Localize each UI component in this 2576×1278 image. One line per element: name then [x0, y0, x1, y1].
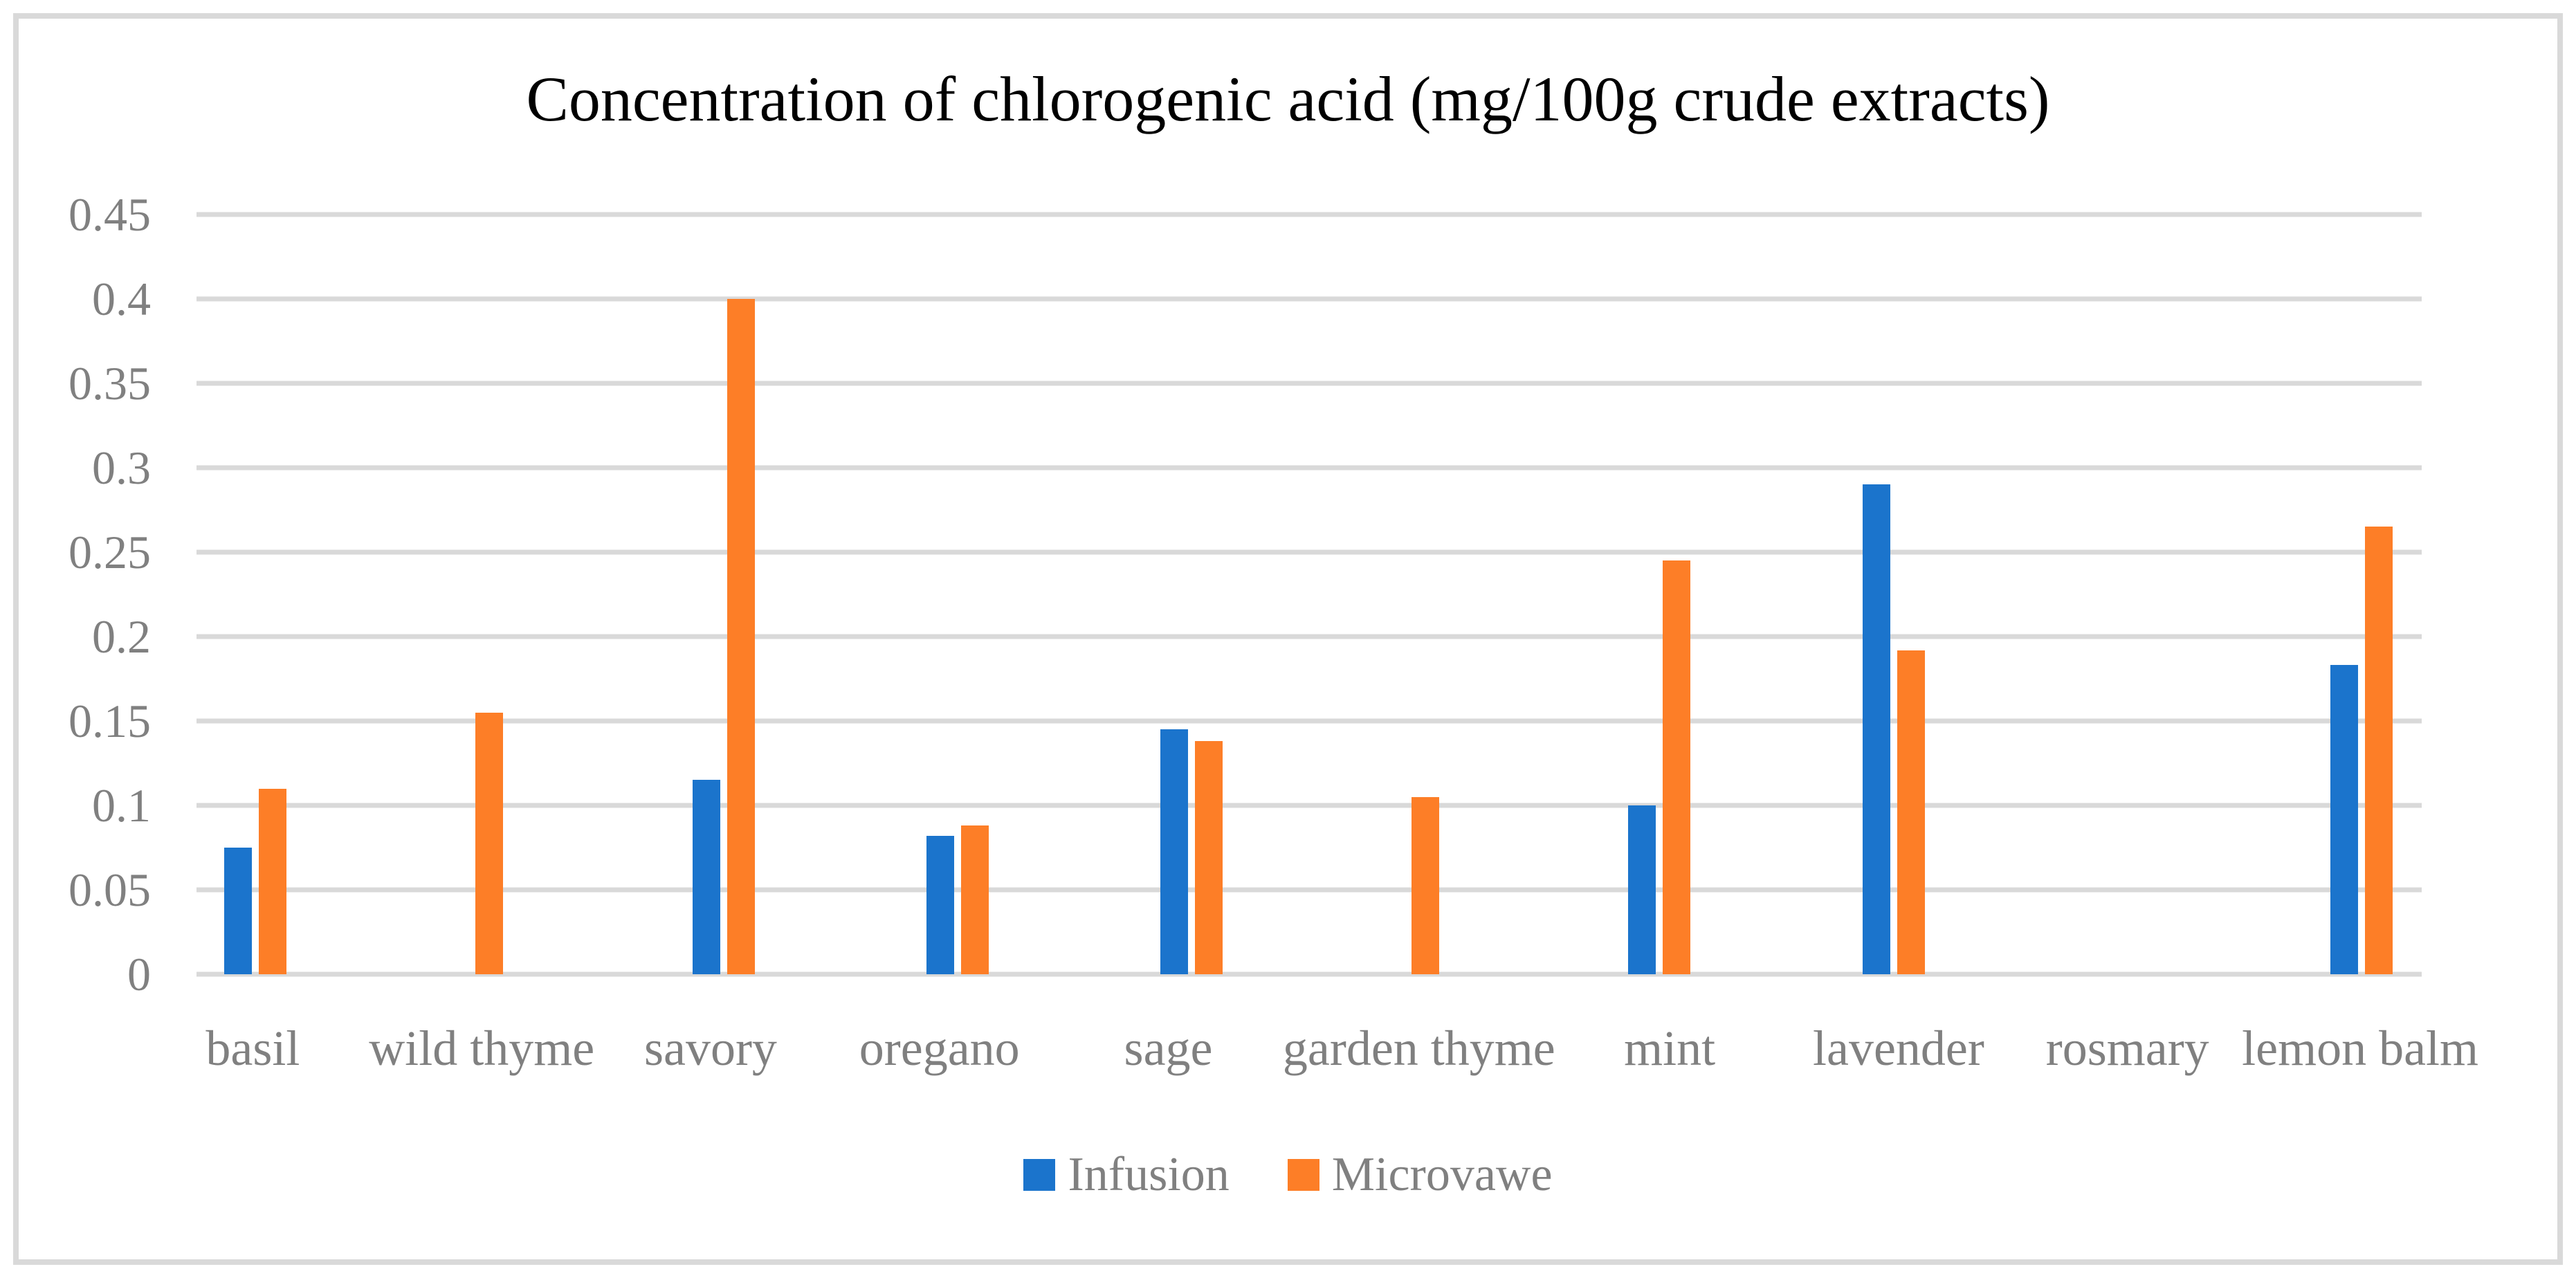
bar-microvawe	[1897, 650, 1925, 974]
category-group	[2011, 214, 2245, 974]
category-group	[1542, 214, 1776, 974]
legend-swatch-infusion	[1023, 1159, 1056, 1191]
y-axis-tick-label: 0.15	[68, 695, 151, 747]
x-axis-category-label: sage	[1124, 1021, 1213, 1076]
category-group	[606, 214, 840, 974]
gridline	[197, 634, 2422, 639]
x-axis-category-label: savory	[643, 1021, 777, 1076]
bar-infusion	[224, 848, 253, 974]
gridline	[197, 718, 2422, 724]
gridline	[197, 549, 2422, 555]
x-axis-category-label: garden thyme	[1282, 1021, 1555, 1076]
bar-microvawe	[259, 788, 287, 974]
y-axis-tick-label: 0.35	[68, 357, 151, 410]
x-axis-category-label: wild thyme	[369, 1021, 595, 1076]
legend-label: Microvawe	[1331, 1148, 1553, 1201]
gridline	[197, 296, 2422, 302]
legend: Infusion Microvawe	[19, 1151, 2557, 1199]
category-group	[2245, 214, 2478, 974]
bar-infusion	[1160, 729, 1188, 974]
gridline	[197, 887, 2422, 893]
gridline	[197, 381, 2422, 386]
gridline	[197, 803, 2422, 808]
gridline	[197, 971, 2422, 977]
bar-microvawe	[475, 712, 504, 974]
bar-microvawe	[1194, 741, 1223, 974]
bar-microvawe	[1412, 796, 1440, 974]
bar-microvawe	[727, 299, 755, 974]
category-group	[1075, 214, 1308, 974]
gridline	[197, 212, 2422, 217]
x-axis-category-label: rosmary	[2045, 1021, 2209, 1076]
legend-item: Microvawe	[1287, 1148, 1553, 1201]
category-group	[138, 214, 372, 974]
bar-infusion	[926, 835, 954, 974]
y-axis-tick-label: 0.4	[92, 273, 151, 325]
category-group	[372, 214, 606, 974]
category-group	[1776, 214, 2010, 974]
y-axis-tick-label: 0.05	[68, 864, 151, 916]
x-axis-category-label: basil	[205, 1021, 300, 1076]
bar-microvawe	[960, 825, 989, 974]
legend-swatch-microvawe	[1287, 1159, 1319, 1191]
gridline	[197, 465, 2422, 471]
bar-infusion	[1628, 805, 1656, 974]
y-axis-tick-label: 0.2	[92, 610, 151, 663]
bar-microvawe	[2364, 527, 2393, 974]
x-axis-category-label: lemon balm	[2242, 1021, 2479, 1076]
legend-item: Infusion	[1023, 1148, 1230, 1201]
x-axis-labels: basil wild thyme savory oregano sage garden t…	[138, 1023, 2478, 1073]
y-axis-tick-label: 0.3	[92, 441, 151, 494]
y-axis-tick-label: 0.1	[92, 779, 151, 832]
y-axis-tick-label: 0.25	[68, 526, 151, 578]
x-axis-category-label: oregano	[859, 1021, 1020, 1076]
x-axis-category-label: lavender	[1813, 1021, 1984, 1076]
plot-area: 0.45 0.4 0.35 0.3 0.25 0.2 0.15 0.1 0.05 0	[68, 191, 2422, 998]
bar-infusion	[2330, 665, 2358, 974]
x-axis-category-label: mint	[1624, 1021, 1716, 1076]
chart-title: Concentration of chlorogenic acid (mg/10…	[526, 64, 2050, 134]
category-group	[1308, 214, 1542, 974]
bar-infusion	[692, 780, 720, 974]
figure-frame: Concentration of chlorogenic acid (mg/10…	[13, 13, 2563, 1265]
y-axis-tick-label: 0	[127, 948, 151, 1001]
bar-microvawe	[1663, 560, 1691, 974]
legend-label: Infusion	[1068, 1148, 1230, 1201]
bar-infusion	[1862, 484, 1890, 974]
category-group	[841, 214, 1075, 974]
bars-container	[138, 214, 2478, 974]
y-axis-tick-label: 0.45	[68, 188, 151, 241]
